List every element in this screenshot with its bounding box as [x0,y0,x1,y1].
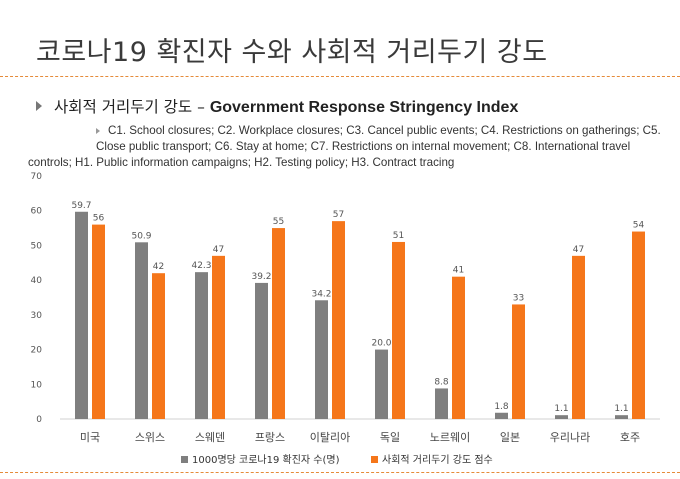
sub-bullet-line-2: Close public transport; C6. Stay at home… [96,140,631,153]
main-bullet: 사회적 거리두기 강도 – Government Response String… [36,95,518,117]
bar-cases [135,242,148,419]
bar-cases [615,415,628,419]
x-category-label: 일본 [500,430,520,444]
bar-stringency [452,276,465,419]
data-label-cases: 1.1 [614,404,628,414]
bar-cases [495,412,508,419]
x-category-label: 호주 [620,431,640,444]
slide-title: 코로나19 확진자 수와 사회적 거리두기 강도 [36,37,548,68]
y-tick-label: 30 [31,311,43,321]
sub-bullet-line-3: controls; H1. Public information campaig… [28,156,455,169]
bar-cases [195,272,208,419]
y-tick-label: 50 [31,241,43,251]
x-category-label: 우리나라 [550,431,590,444]
data-label-stringency: 41 [453,266,464,276]
y-tick-label: 0 [36,415,42,425]
data-label-cases: 20.0 [371,339,391,349]
bar-cases [435,388,448,419]
data-label-cases: 1.8 [494,402,509,412]
y-tick-label: 10 [31,380,43,390]
data-label-stringency: 55 [273,217,284,227]
data-label-stringency: 54 [633,221,645,231]
legend-label-stringency: 사회적 거리두기 강도 점수 [382,454,493,466]
bar-cases [555,415,568,419]
bullet-text-korean: 사회적 거리두기 강도 – [54,98,210,116]
legend-label-cases: 1000명당 코로나19 확진자 수(명) [192,454,340,466]
bar-cases [75,211,88,419]
footer-divider [0,472,680,473]
data-label-stringency: 33 [513,293,524,303]
bar-stringency [512,304,525,419]
bar-cases [375,349,388,419]
bar-stringency [212,255,225,419]
bar-chart: 01020304050607059.756미국50.942스위스42.347스웨… [31,172,660,466]
data-label-cases: 50.9 [131,231,151,241]
bar-stringency [392,241,405,419]
bullet-text: 사회적 거리두기 강도 – Government Response String… [54,95,518,117]
data-label-stringency: 47 [573,245,584,255]
bar-cases [315,300,328,419]
bar-cases [255,282,268,419]
x-category-label: 스위스 [135,431,165,444]
legend-swatch-cases [181,456,188,463]
sub-bullet-line-1: C1. School closures; C2. Workplace closu… [108,124,661,137]
data-label-cases: 8.8 [434,377,449,387]
data-label-cases: 1.1 [554,404,568,414]
y-tick-label: 60 [31,207,43,217]
sub-bullet: C1. School closures; C2. Workplace closu… [28,123,670,171]
bar-stringency [632,231,645,419]
y-tick-label: 40 [31,276,43,286]
x-category-label: 스웨덴 [195,431,225,444]
bar-stringency [92,224,105,419]
bar-stringency [272,228,285,419]
data-label-stringency: 56 [93,214,105,224]
data-label-cases: 39.2 [251,272,271,282]
x-category-label: 노르웨이 [430,431,470,444]
bar-stringency [332,221,345,419]
x-category-label: 독일 [380,430,400,444]
data-label-stringency: 51 [393,231,404,241]
bullet-text-english: Government Response Stringency Index [209,99,519,116]
y-tick-label: 70 [31,172,43,182]
data-label-stringency: 47 [213,245,224,255]
title-divider [0,76,680,77]
data-label-cases: 59.7 [71,201,91,211]
data-label-stringency: 42 [153,262,164,272]
data-label-stringency: 57 [333,210,344,220]
data-label-cases: 34.2 [311,289,331,299]
x-category-label: 프랑스 [255,431,285,444]
sub-bullet-arrow-icon [96,127,100,134]
data-label-cases: 42.3 [191,261,211,271]
legend-swatch-stringency [371,456,378,463]
bar-stringency [152,273,165,419]
y-tick-label: 20 [31,346,43,356]
x-category-label: 이탈리아 [310,431,350,444]
bullet-arrow-icon [36,101,42,111]
bar-stringency [572,255,585,419]
x-category-label: 미국 [80,431,100,444]
